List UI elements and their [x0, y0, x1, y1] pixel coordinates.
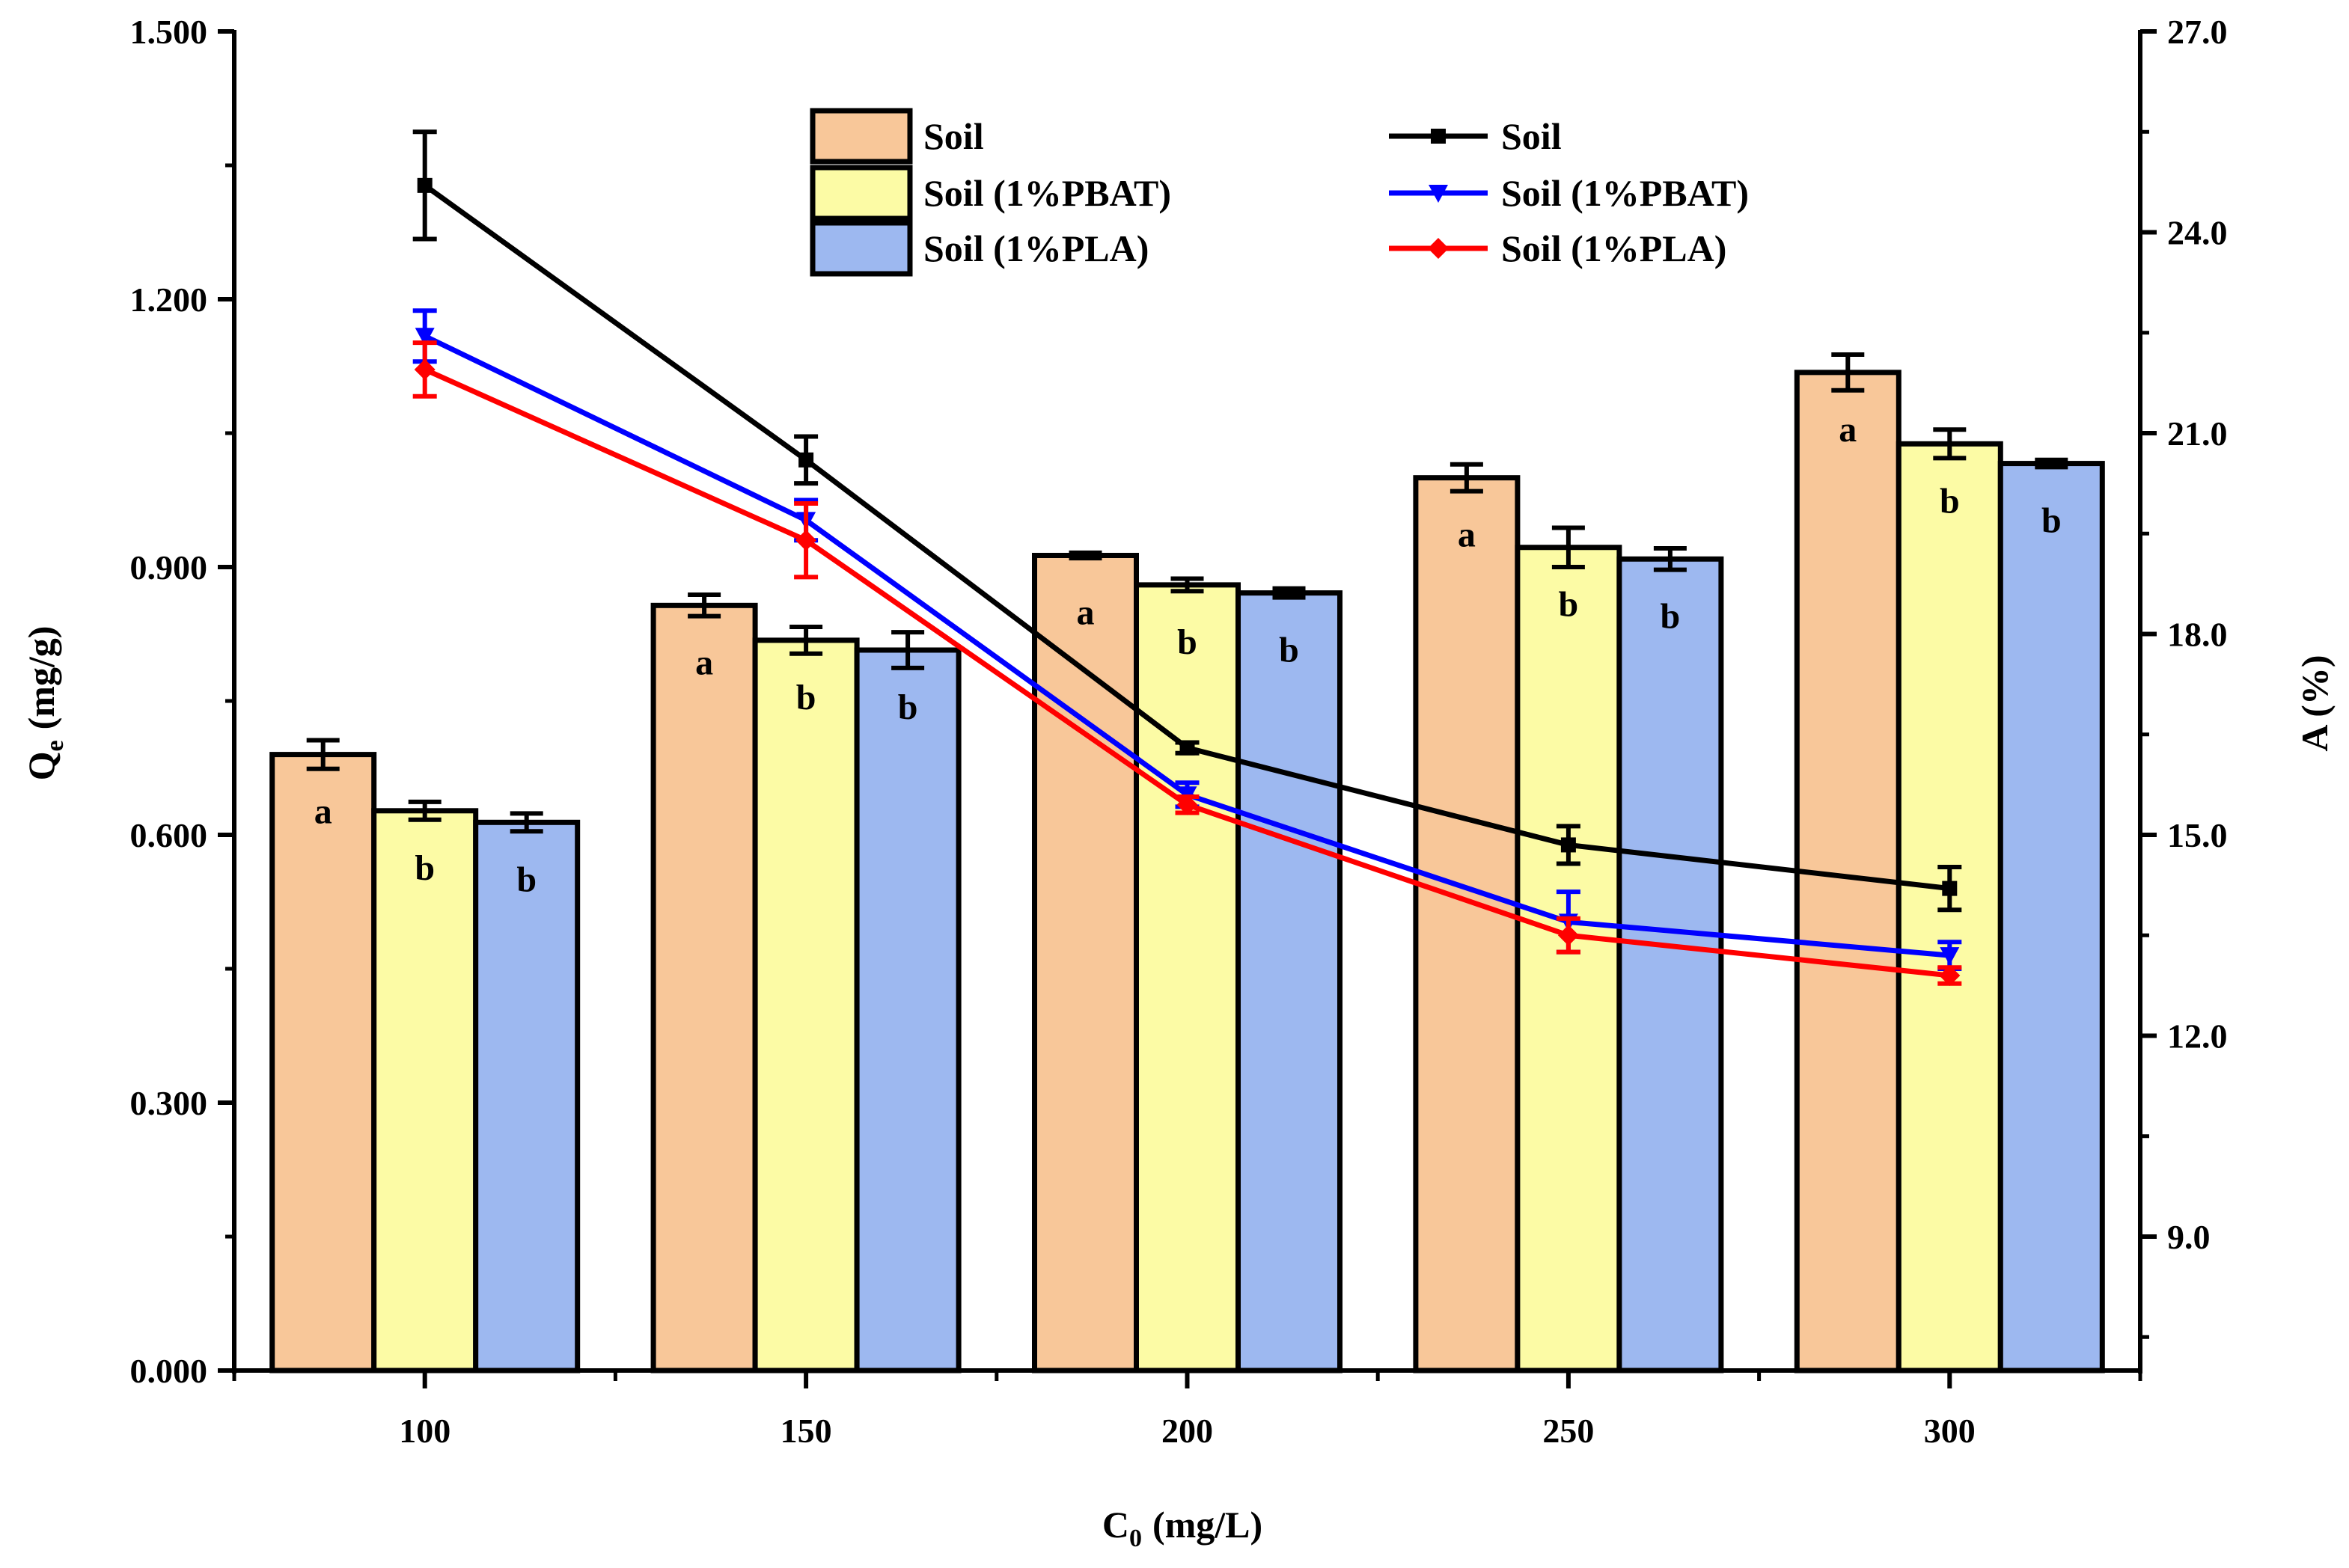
lines-layer — [412, 129, 1962, 986]
significance-letter: b — [898, 687, 918, 727]
significance-letter: b — [1940, 481, 1960, 521]
line-point-2-100 — [415, 328, 435, 346]
significance-letter: b — [796, 678, 816, 717]
y2-tick-label: 15.0 — [2167, 816, 2228, 854]
significance-letter: b — [1177, 622, 1197, 662]
bar-3-250 — [1616, 556, 1724, 1373]
significance-letter: b — [415, 848, 435, 888]
y-tick-label: 0.000 — [130, 1352, 208, 1390]
bar-2-100 — [371, 808, 479, 1373]
bar-3-200 — [1235, 590, 1342, 1373]
line-point-1-250 — [1560, 837, 1576, 853]
bar-2-150 — [752, 637, 860, 1373]
legend-swatch-bar-1 — [810, 108, 913, 165]
legend-label-line-3: Soil (1%PLA) — [1501, 227, 1726, 269]
y-tick-label: 1.500 — [130, 13, 208, 51]
significance-letter: a — [314, 792, 332, 832]
legend: Soil Soil (1%PBAT) Soil (1%PLA) Soil Soil (1… — [810, 108, 1749, 277]
legend-marker-line-3 — [1428, 238, 1449, 259]
significance-letter: a — [1839, 410, 1857, 450]
bar-3-100 — [473, 819, 581, 1373]
legend-marker-line-2 — [1429, 185, 1448, 203]
legend-label-line-2: Soil (1%PBAT) — [1501, 172, 1749, 214]
line-point-1-100 — [417, 177, 433, 193]
bar-3-150 — [854, 647, 962, 1373]
line-point-2-300 — [1940, 947, 1960, 966]
line-point-3-300 — [1939, 964, 1961, 986]
significance-letter: a — [695, 643, 713, 682]
y2-tick-label: 27.0 — [2167, 13, 2228, 51]
y-tick-label: 0.300 — [130, 1084, 208, 1122]
y-tick-label: 0.600 — [130, 816, 208, 854]
axes-layer: 0.000 0.300 0.600 0.900 1.200 1.500 9.0 12.0 15.… — [130, 13, 2228, 1450]
y2-axis-title: A (%) — [2294, 655, 2336, 751]
y-axis-title: Qe(mg/g) — [20, 626, 69, 781]
bar-2-250 — [1515, 545, 1622, 1373]
x-tick-label: 200 — [1161, 1412, 1213, 1450]
legend-swatch-bar-2 — [810, 165, 913, 221]
bar-1-150 — [650, 602, 758, 1373]
line-point-3-100 — [414, 358, 436, 380]
significance-letter: b — [1559, 585, 1579, 625]
legend-label-line-1: Soil — [1501, 115, 1562, 157]
line-point-3-250 — [1557, 925, 1579, 946]
line-point-1-200 — [1179, 740, 1195, 756]
y2-tick-label: 18.0 — [2167, 616, 2228, 654]
line-point-3-200 — [1176, 794, 1198, 815]
line-point-1-150 — [798, 452, 814, 468]
y-tick-label: 1.200 — [130, 281, 208, 319]
legend-label-bar-1: Soil — [923, 115, 984, 157]
x-axis-title: C0 (mg/L) — [1102, 1504, 1262, 1552]
line-point-1-300 — [1942, 881, 1958, 896]
legend-label-bar-2: Soil (1%PBAT) — [923, 172, 1171, 214]
x-tick-label: 150 — [781, 1412, 832, 1450]
y2-tick-label: 24.0 — [2167, 214, 2228, 252]
y2-tick-label: 21.0 — [2167, 414, 2228, 453]
legend-label-bar-3: Soil (1%PLA) — [923, 227, 1149, 269]
y-tick-label: 0.900 — [130, 548, 208, 587]
y2-tick-label: 12.0 — [2167, 1017, 2228, 1056]
y2-tick-label: 9.0 — [2167, 1218, 2211, 1256]
bar-1-250 — [1413, 475, 1521, 1373]
significance-letter: a — [1077, 592, 1095, 632]
bar-3-300 — [1997, 461, 2105, 1373]
x-tick-label: 300 — [1924, 1412, 1976, 1450]
bar-1-200 — [1032, 552, 1139, 1373]
line-point-3-150 — [795, 530, 817, 551]
bars-layer: a a a a a b b b b b b b b b b — [269, 352, 2105, 1373]
significance-letter: b — [2041, 501, 2062, 541]
legend-marker-line-1 — [1431, 129, 1446, 144]
bar-2-200 — [1134, 582, 1241, 1373]
significance-letter: a — [1458, 515, 1476, 555]
x-tick-label: 250 — [1542, 1412, 1594, 1450]
significance-letter: b — [516, 860, 537, 899]
significance-letter: b — [1661, 596, 1681, 636]
bar-1-100 — [269, 752, 377, 1373]
x-tick-label: 100 — [399, 1412, 450, 1450]
significance-letter: b — [1279, 631, 1299, 670]
legend-swatch-bar-3 — [810, 220, 913, 277]
